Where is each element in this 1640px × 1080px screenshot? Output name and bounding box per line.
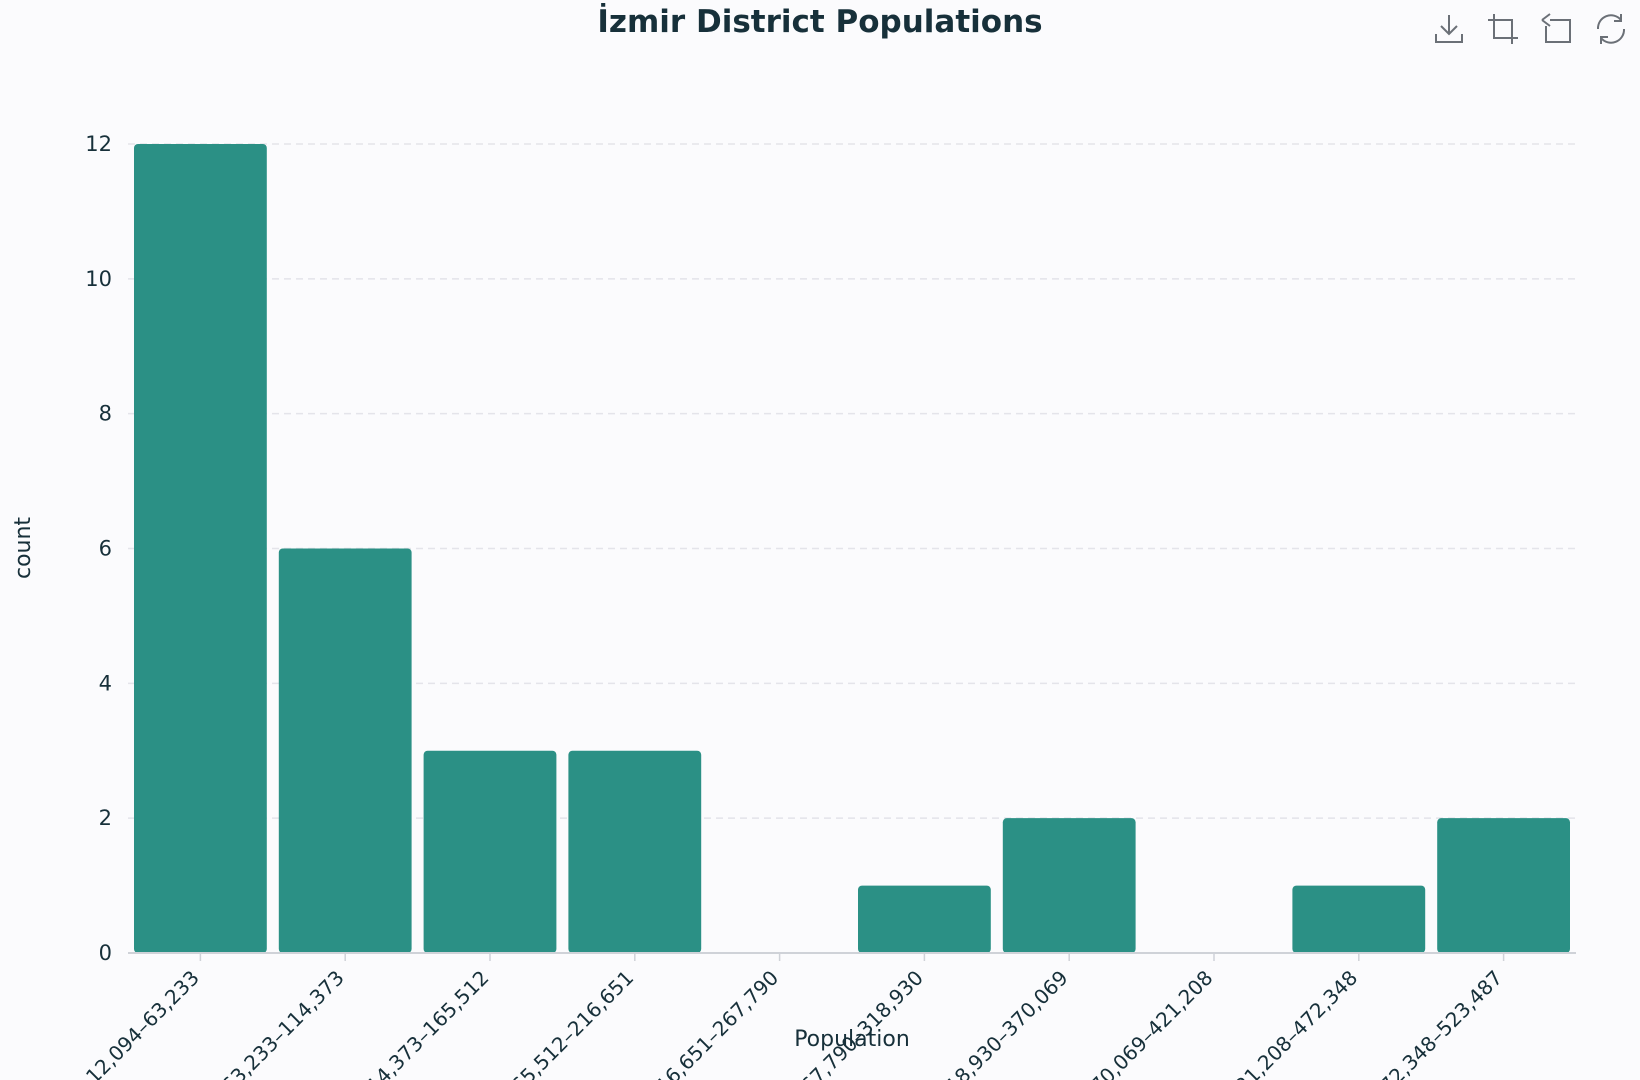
x-tick-label: 267,790–318,930: [787, 966, 928, 1080]
crop-icon: [1488, 14, 1518, 44]
histogram-bar: [858, 885, 991, 953]
y-tick-label: 4: [99, 671, 112, 695]
restore-button[interactable]: [1594, 12, 1628, 46]
x-tick-label: 114,373–165,512: [353, 966, 494, 1080]
histogram-bar: [1292, 885, 1426, 953]
undo-icon: [1541, 13, 1571, 43]
histogram-bar: [278, 548, 412, 953]
y-tick-label: 0: [99, 941, 112, 965]
x-tick-label: 421,208–472,348: [1221, 966, 1362, 1080]
download-icon: [1435, 15, 1463, 43]
x-tick-label: 165,512–216,651: [497, 966, 638, 1080]
y-axis-title: count: [11, 517, 36, 579]
x-tick-label: 318,930–370,069: [932, 966, 1073, 1080]
chart-title: İzmir District Populations: [597, 4, 1043, 40]
y-tick-label: 10: [85, 267, 112, 291]
x-tick-label: 12,094–63,233: [81, 966, 204, 1080]
histogram-bar: [1002, 818, 1136, 953]
refresh-icon: [1596, 14, 1626, 44]
histogram-bar: [1437, 818, 1570, 953]
y-tick-label: 6: [99, 537, 112, 561]
y-tick-label: 8: [99, 402, 112, 426]
x-axis-title: Population: [794, 1027, 910, 1052]
histogram-bar: [134, 144, 267, 953]
histogram-bar: [423, 750, 557, 953]
histogram-bar: [568, 750, 702, 953]
x-tick-label: 472,348–523,487: [1366, 966, 1507, 1080]
axes: [128, 952, 1576, 961]
x-tick-label: 63,233–114,373: [217, 966, 349, 1080]
download-button[interactable]: [1432, 12, 1466, 46]
y-tick-label: 12: [85, 132, 112, 156]
reset-zoom-button[interactable]: [1540, 12, 1574, 46]
chart-toolbar: [1432, 12, 1628, 46]
y-tick-label: 2: [99, 806, 112, 830]
zoom-button[interactable]: [1486, 12, 1520, 46]
x-tick-label: 370,069–421,208: [1077, 966, 1218, 1080]
x-tick-label: 216,651–267,790: [642, 966, 783, 1080]
bars: [134, 144, 1570, 953]
